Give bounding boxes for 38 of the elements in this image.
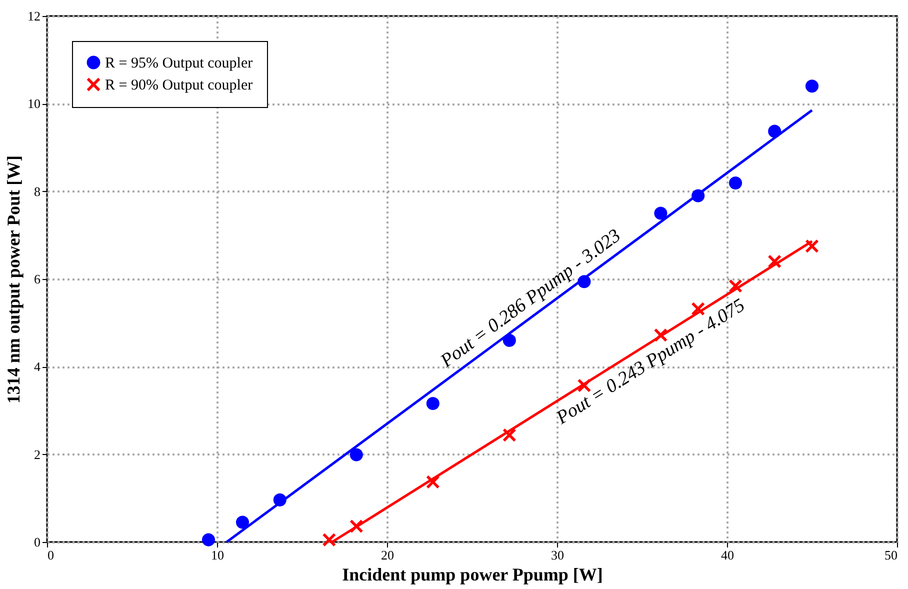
point	[350, 520, 363, 533]
point	[768, 124, 782, 138]
point	[502, 334, 516, 347]
x-tick-label: 30	[551, 548, 564, 562]
y-tick-label: 8	[34, 184, 40, 199]
x-tick-label: 10	[211, 548, 224, 562]
point	[350, 448, 363, 462]
point	[654, 206, 668, 220]
y-tick-label: 4	[34, 359, 41, 374]
point	[426, 396, 440, 410]
point	[236, 516, 250, 529]
point	[805, 80, 819, 93]
point	[426, 475, 440, 488]
point	[728, 279, 742, 293]
point	[692, 302, 705, 316]
y-tick-label: 6	[34, 272, 41, 286]
point	[273, 493, 286, 506]
point	[805, 240, 819, 253]
point	[322, 533, 336, 546]
x-tick-label: 20	[381, 548, 394, 562]
point	[578, 378, 591, 392]
point	[692, 189, 705, 202]
x-tick-label: 0	[48, 548, 54, 562]
y-tick-label: 12	[28, 8, 40, 24]
y-tick-label: 0	[34, 534, 40, 550]
y-axis-title: 1314 nm output power Pout [W]	[4, 155, 24, 404]
point	[578, 275, 591, 288]
point	[768, 254, 782, 268]
legend-label: R = 90% Output coupler	[105, 78, 253, 94]
y-tick-label: 10	[28, 96, 40, 112]
point	[202, 533, 216, 546]
x-tick-label: 50	[884, 548, 898, 562]
x-tick-label: 40	[721, 548, 734, 562]
x-axis-title: Incident pump power Ppump [W]	[342, 564, 603, 584]
point	[502, 428, 516, 442]
point	[728, 176, 742, 190]
legend-label: R = 95% Output coupler	[105, 56, 253, 72]
y-tick-label: 2	[34, 446, 40, 462]
